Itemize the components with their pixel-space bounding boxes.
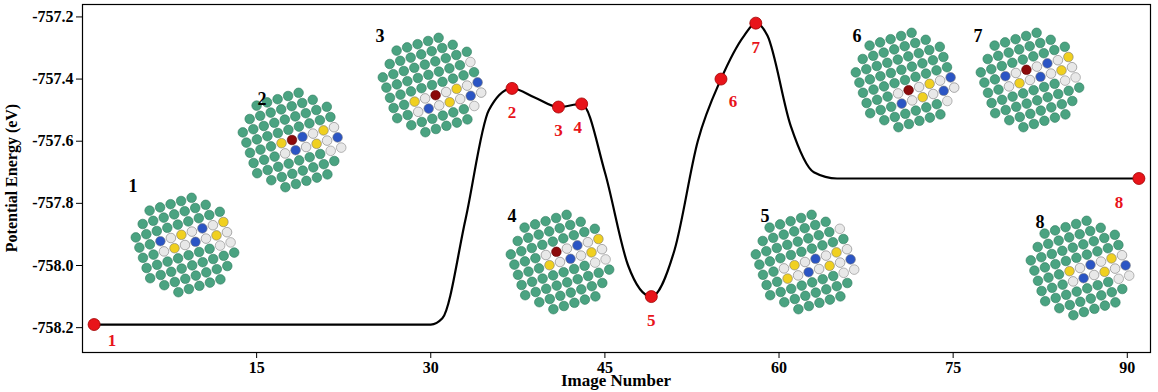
svg-text:15: 15 — [249, 359, 265, 376]
svg-text:2: 2 — [508, 103, 517, 122]
svg-text:Image Number: Image Number — [561, 371, 671, 390]
svg-text:1: 1 — [108, 331, 117, 350]
svg-text:-757.8: -757.8 — [32, 194, 73, 211]
svg-text:2: 2 — [258, 89, 267, 109]
svg-text:75: 75 — [945, 359, 961, 376]
svg-text:7: 7 — [974, 26, 983, 46]
svg-text:60: 60 — [771, 359, 787, 376]
svg-text:-758.0: -758.0 — [32, 257, 73, 274]
svg-text:8: 8 — [1036, 212, 1045, 232]
svg-text:90: 90 — [1119, 359, 1135, 376]
svg-text:4: 4 — [573, 118, 582, 137]
svg-text:1: 1 — [129, 176, 138, 196]
svg-text:-757.4: -757.4 — [32, 70, 73, 87]
svg-text:5: 5 — [761, 206, 770, 226]
svg-text:8: 8 — [1115, 193, 1124, 212]
svg-text:6: 6 — [853, 26, 862, 46]
svg-text:Potential Energy (eV): Potential Energy (eV) — [3, 104, 21, 252]
svg-text:3: 3 — [554, 121, 563, 140]
svg-text:-757.2: -757.2 — [32, 8, 73, 25]
svg-text:45: 45 — [596, 358, 613, 376]
svg-text:-758.2: -758.2 — [32, 319, 73, 336]
svg-text:5: 5 — [647, 311, 656, 330]
svg-text:6: 6 — [729, 92, 738, 111]
svg-text:7: 7 — [752, 38, 761, 57]
svg-text:4: 4 — [508, 206, 517, 226]
svg-text:30: 30 — [423, 359, 439, 376]
svg-text:-757.6: -757.6 — [32, 132, 73, 149]
svg-text:3: 3 — [376, 26, 385, 46]
